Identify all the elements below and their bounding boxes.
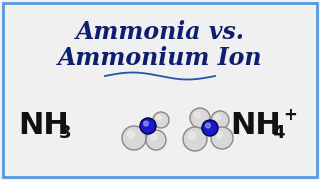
Circle shape: [146, 130, 166, 150]
Circle shape: [211, 127, 233, 149]
Circle shape: [206, 123, 211, 128]
Circle shape: [122, 126, 146, 150]
Text: Ammonia vs.: Ammonia vs.: [76, 20, 244, 44]
Text: 3: 3: [59, 124, 71, 142]
Circle shape: [183, 127, 207, 151]
Circle shape: [216, 131, 222, 138]
Circle shape: [195, 112, 201, 118]
Circle shape: [150, 134, 156, 140]
Circle shape: [215, 115, 220, 120]
Circle shape: [153, 112, 169, 128]
Circle shape: [144, 121, 148, 126]
Text: NH: NH: [18, 111, 69, 140]
Circle shape: [127, 131, 135, 138]
Text: 4: 4: [272, 124, 284, 142]
Circle shape: [188, 132, 196, 139]
Text: +: +: [283, 106, 297, 124]
Circle shape: [202, 120, 218, 136]
Text: NH: NH: [230, 111, 281, 140]
Circle shape: [211, 111, 229, 129]
Circle shape: [140, 118, 156, 134]
Circle shape: [190, 108, 210, 128]
Text: Ammonium Ion: Ammonium Ion: [58, 46, 262, 70]
Circle shape: [156, 115, 161, 120]
